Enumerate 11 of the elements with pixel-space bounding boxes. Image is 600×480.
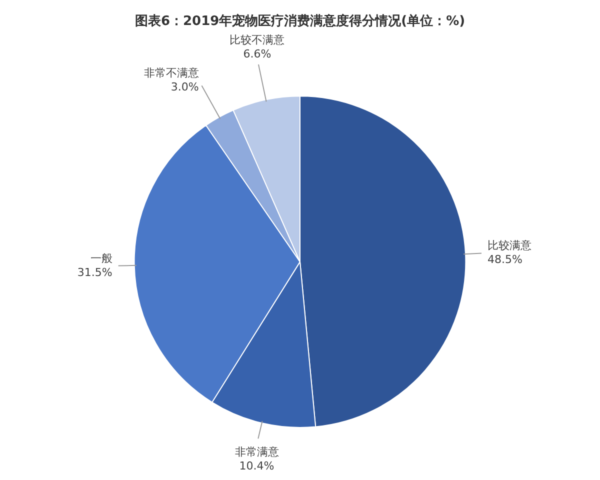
data-label: 10.4% bbox=[239, 459, 274, 472]
slice-label: 一般 bbox=[90, 252, 112, 265]
chart-title: 图表6：2019年宠物医疗消费满意度得分情况(单位：%) bbox=[134, 13, 466, 30]
data-label: 3.0% bbox=[170, 80, 199, 94]
data-label: 6.6% bbox=[243, 47, 272, 60]
data-label: 31.5% bbox=[77, 266, 112, 279]
data-label: 48.5% bbox=[487, 252, 522, 266]
slice-label: 非常满意 bbox=[234, 445, 279, 458]
slice-label: 比较满意 bbox=[487, 238, 532, 252]
slice-label: 比较不满意 bbox=[230, 33, 285, 46]
slice-label: 非常不满意 bbox=[144, 66, 199, 80]
